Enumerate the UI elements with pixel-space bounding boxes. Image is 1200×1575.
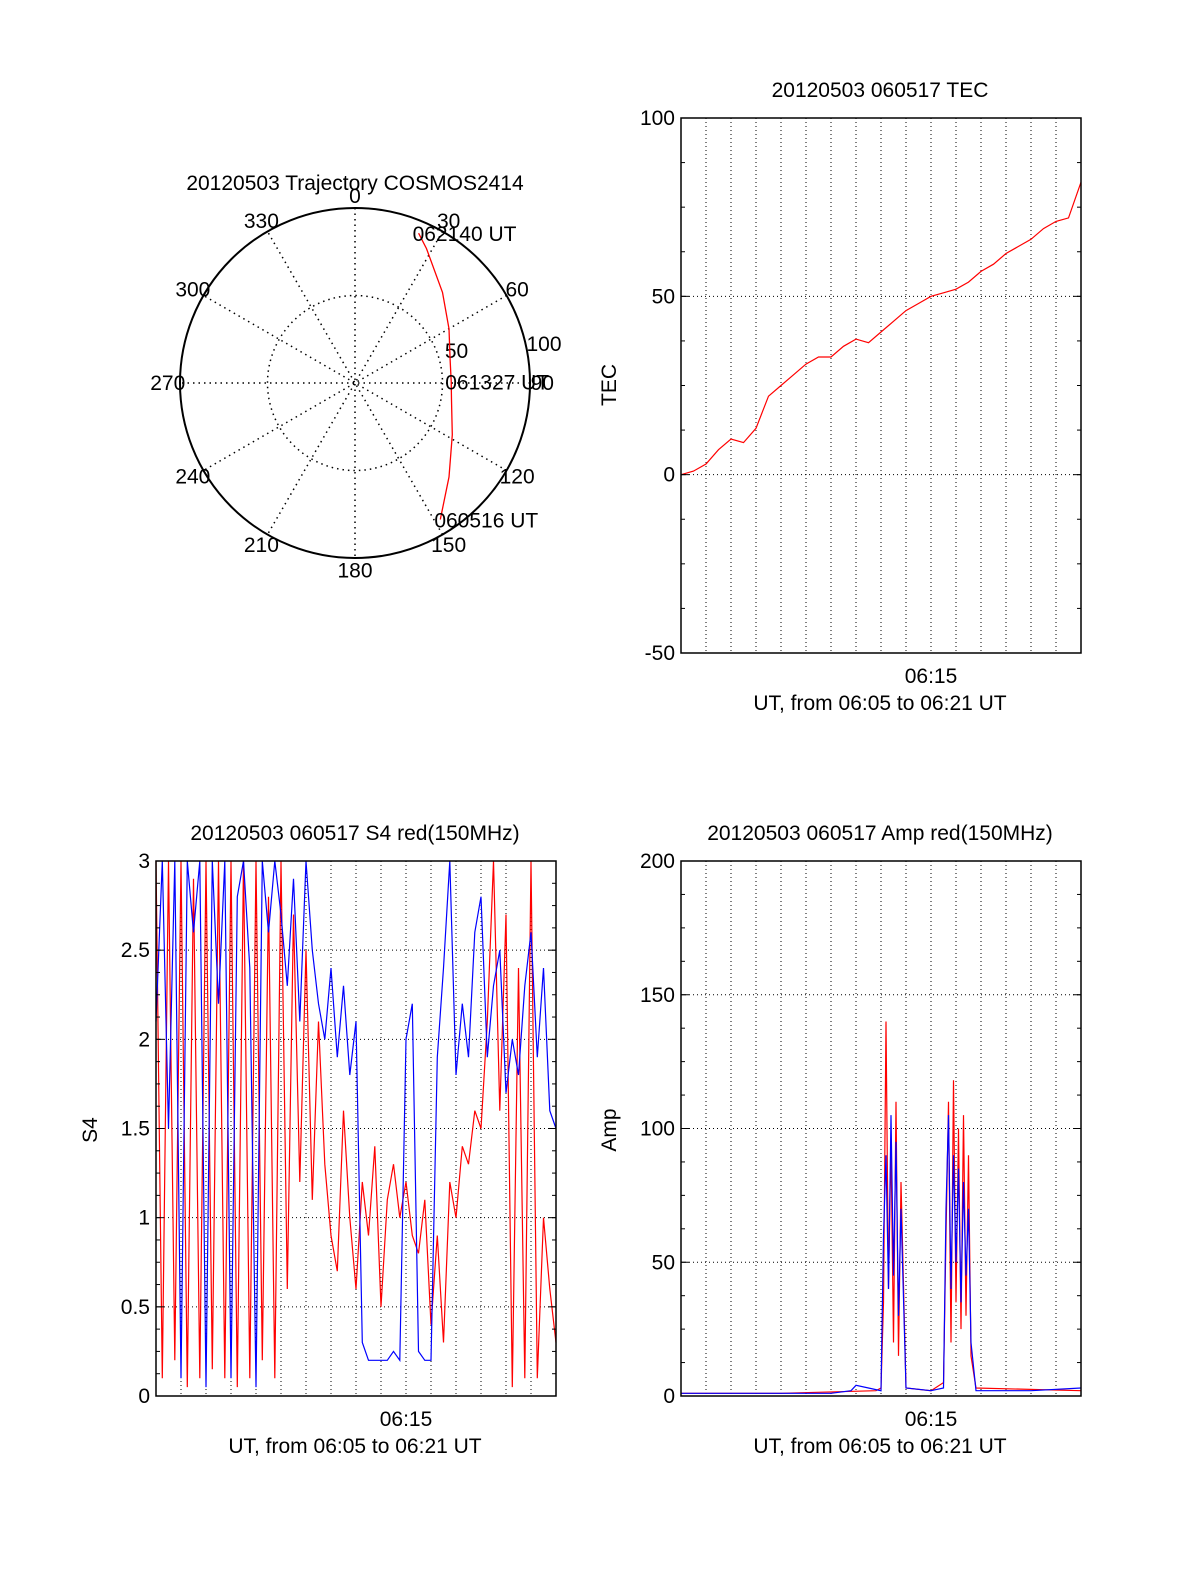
y-tick-label: 0.5 [121, 1296, 150, 1319]
polar-spoke [203, 294, 507, 472]
s4-y-axis-label: S4 [79, 1117, 102, 1143]
polar-azimuth-label: 30 [437, 210, 460, 233]
tec-axes: -50 0 50 100 06:15 [640, 107, 1081, 688]
polar-azimuth-label: 300 [175, 278, 210, 301]
x-tick-label: 06:15 [905, 1408, 958, 1431]
y-tick-label: -50 [645, 642, 675, 665]
polar-azimuth-label: 120 [500, 466, 535, 489]
polar-grid [180, 208, 530, 558]
y-tick-label: 150 [640, 984, 675, 1007]
y-tick-label: 50 [652, 1251, 675, 1274]
s4-chart: 20120503 060517 S4 red(150MHz) 0 0.5 1 1.5 2… [79, 822, 557, 1458]
series-line [680, 182, 1082, 476]
amp-x-axis-label: UT, from 06:05 to 06:21 UT [753, 1435, 1006, 1458]
tec-series [680, 182, 1082, 476]
polar-spoke [266, 231, 444, 535]
y-tick-label: 100 [640, 107, 675, 130]
s4-axes: 0 0.5 1 1.5 2 2.5 3 06:15 [121, 850, 556, 1431]
polar-spoke [203, 294, 507, 472]
y-tick-label: 0 [138, 1385, 150, 1408]
polar-radial-circle [266, 294, 444, 472]
amp-chart: 20120503 060517 Amp red(150MHz) 0 50 100 15… [598, 822, 1082, 1458]
x-tick-label: 06:15 [905, 665, 958, 688]
polar-spoke [266, 231, 444, 535]
polar-annotations: 062140 UT 061327 UT 060516 UT [413, 223, 550, 532]
series-line [155, 860, 557, 1388]
tec-title: 20120503 060517 TEC [772, 79, 989, 102]
trajectory-line [418, 232, 453, 520]
x-tick-label: 06:15 [380, 1408, 433, 1431]
polar-azimuth-label: 330 [244, 210, 279, 233]
s4-x-axis-label: UT, from 06:05 to 06:21 UT [228, 1435, 481, 1458]
s4-series [155, 860, 557, 1388]
polar-labels: 0 30 60 90 120 150 180 210 240 270 300 330 50 100 [150, 185, 561, 583]
polar-radial-label: 50 [445, 340, 468, 363]
amp-axes: 0 50 100 150 200 06:15 [640, 850, 1081, 1431]
trajectory-time-label: 062140 UT [413, 223, 517, 246]
trajectory-time-label: 061327 UT [445, 371, 549, 394]
polar-azimuth-label: 180 [337, 559, 372, 582]
trajectory-polar-chart: 20120503 Trajectory COSMOS2414 0 30 60 90 12… [150, 172, 561, 582]
s4-title: 20120503 060517 S4 red(150MHz) [190, 822, 519, 845]
amp-grid [681, 861, 1081, 1396]
tec-chart: 20120503 060517 TEC -50 0 50 100 06:15 TEC U… [598, 79, 1082, 715]
y-tick-label: 2 [138, 1028, 150, 1051]
y-tick-label: 100 [640, 1118, 675, 1141]
polar-radial-label: 100 [526, 333, 561, 356]
tec-x-axis-label: UT, from 06:05 to 06:21 UT [753, 692, 1006, 715]
polar-azimuth-label: 210 [244, 534, 279, 557]
polar-azimuth-label: 240 [175, 466, 210, 489]
polar-azimuth-label: 90 [531, 372, 554, 395]
polar-title: 20120503 Trajectory COSMOS2414 [186, 172, 524, 195]
y-tick-label: 200 [640, 850, 675, 873]
trajectory-time-label: 060516 UT [434, 510, 538, 533]
polar-outer-circle [179, 207, 531, 559]
y-tick-label: 1.5 [121, 1118, 150, 1141]
y-tick-label: 0 [663, 1385, 675, 1408]
series-line [681, 1115, 1082, 1394]
polar-azimuth-label: 60 [505, 278, 528, 301]
y-tick-label: 1 [138, 1207, 150, 1230]
polar-azimuth-label: 270 [150, 372, 185, 395]
tec-grid [681, 118, 1081, 653]
y-tick-label: 3 [138, 850, 150, 873]
amp-series [681, 1021, 1082, 1394]
y-tick-label: 0 [663, 464, 675, 487]
polar-azimuth-label: 0 [349, 185, 361, 208]
polar-series [418, 232, 453, 520]
amp-y-axis-label: Amp [598, 1108, 621, 1151]
polar-azimuth-label: 150 [431, 534, 466, 557]
y-tick-label: 50 [652, 285, 675, 308]
amp-title: 20120503 060517 Amp red(150MHz) [707, 822, 1053, 845]
series-line [155, 860, 557, 1388]
tec-y-axis-label: TEC [598, 364, 621, 406]
y-tick-label: 2.5 [121, 939, 150, 962]
